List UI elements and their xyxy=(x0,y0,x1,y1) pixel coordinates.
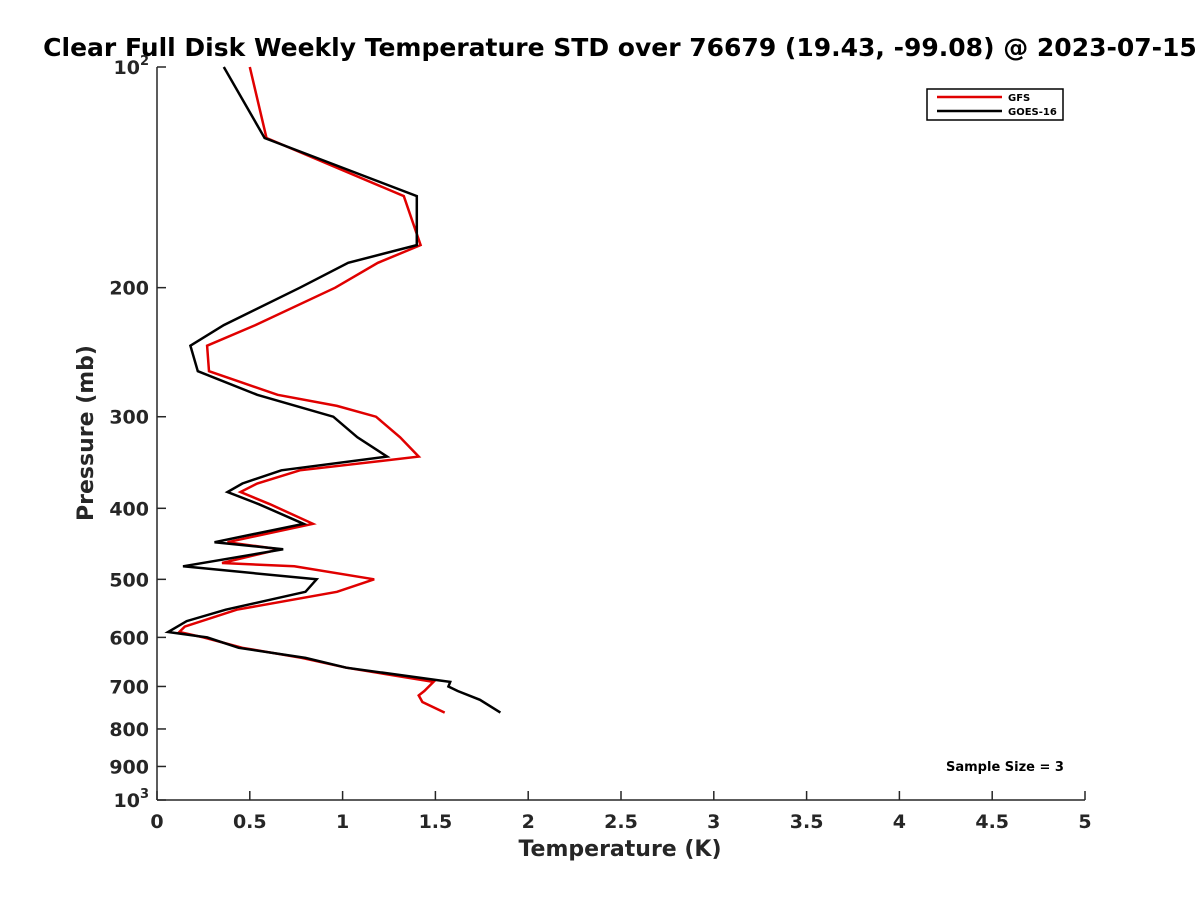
x-tick-label: 1.5 xyxy=(419,811,453,833)
y-tick-label: 102 xyxy=(114,54,150,79)
y-tick-label: 900 xyxy=(109,756,149,778)
y-tick-label: 600 xyxy=(109,627,149,649)
x-tick-label: 4.5 xyxy=(975,811,1009,833)
x-tick-label: 0 xyxy=(150,811,163,833)
legend-label-goes16: GOES-16 xyxy=(1008,107,1057,118)
y-tick-label: 500 xyxy=(109,569,149,591)
x-tick-label: 2 xyxy=(522,811,535,833)
legend-label-gfs: GFS xyxy=(1008,93,1030,104)
y-tick-label: 300 xyxy=(109,407,149,429)
x-axis-label: Temperature (K) xyxy=(518,837,721,862)
y-tick-label: 400 xyxy=(109,498,149,520)
plot-area xyxy=(164,66,502,714)
y-axis-label: Pressure (mb) xyxy=(74,345,99,521)
x-axis-ticks: 0 0.5 1 1.5 2 2.5 3 3.5 4 4.5 5 xyxy=(150,791,1092,833)
series-line-goes16 xyxy=(164,66,502,714)
x-tick-label: 4 xyxy=(893,811,906,833)
legend: GFS GOES-16 xyxy=(926,88,1064,121)
legend-box xyxy=(926,88,1064,121)
y-axis-ticks: 102 200 300 400 500 600 700 800 900 103 xyxy=(109,54,166,812)
x-tick-label: 3.5 xyxy=(790,811,824,833)
x-tick-label: 3 xyxy=(707,811,720,833)
y-tick-label: 700 xyxy=(109,676,149,698)
x-tick-label: 5 xyxy=(1078,811,1091,833)
x-tick-label: 1 xyxy=(336,811,349,833)
y-tick-label: 103 xyxy=(114,787,150,812)
sample-size-annotation: Sample Size = 3 xyxy=(946,760,1064,775)
x-tick-label: 0.5 xyxy=(233,811,267,833)
x-tick-label: 2.5 xyxy=(604,811,638,833)
y-tick-label: 800 xyxy=(109,719,149,741)
y-tick-label: 200 xyxy=(109,278,149,300)
chart-title: Clear Full Disk Weekly Temperature STD o… xyxy=(43,33,1197,62)
